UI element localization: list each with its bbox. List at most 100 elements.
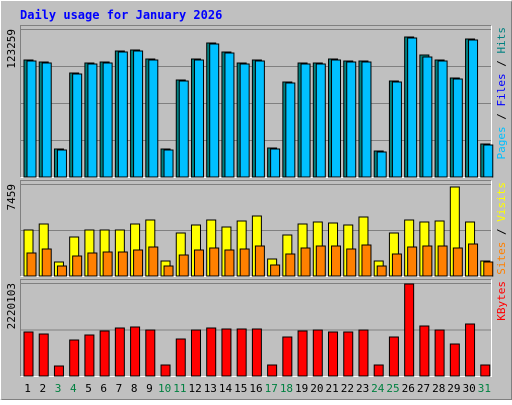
bar-kbytes-s0-day-17 bbox=[267, 364, 278, 377]
bar-visits-s1-day-5 bbox=[87, 252, 98, 277]
bar-hits-s1-day-17 bbox=[270, 148, 281, 178]
plot-border-shadow bbox=[20, 180, 492, 277]
legend-entry: Hits bbox=[495, 27, 508, 54]
bar-hits-s1-day-12 bbox=[193, 59, 204, 178]
bar-kbytes-s0-day-23 bbox=[358, 329, 369, 377]
bar-kbytes-s0-day-7 bbox=[114, 327, 125, 377]
bar-visits-s1-day-16 bbox=[254, 245, 265, 277]
x-label-day-27: 27 bbox=[417, 382, 430, 395]
bar-visits-s1-day-18 bbox=[285, 253, 296, 277]
bar-hits-s1-day-21 bbox=[331, 59, 342, 178]
bar-kbytes-s0-day-10 bbox=[160, 364, 171, 377]
x-label-day-14: 14 bbox=[219, 382, 233, 395]
bar-visits-s1-day-9 bbox=[148, 246, 159, 277]
bar-hits-s1-day-9 bbox=[148, 59, 159, 178]
bar-kbytes-s0-day-13 bbox=[206, 327, 217, 377]
bar-hits-s1-day-19 bbox=[300, 63, 311, 178]
x-label-day-16: 16 bbox=[249, 382, 262, 395]
bar-visits-s1-day-20 bbox=[315, 245, 326, 277]
panel-hits: 123259 Pages / Files / Hits bbox=[5, 25, 508, 178]
x-label-day-22: 22 bbox=[341, 382, 354, 395]
x-label-day-3: 3 bbox=[55, 382, 62, 395]
legend-entry: Pages bbox=[495, 126, 508, 159]
bar-hits-s1-day-11 bbox=[178, 80, 189, 178]
bar-kbytes-s0-day-31 bbox=[480, 364, 491, 377]
x-label-day-6: 6 bbox=[100, 382, 107, 395]
bar-hits-s1-day-26 bbox=[407, 37, 418, 178]
bar-visits-s1-day-22 bbox=[346, 248, 357, 277]
bar-hits-s1-day-7 bbox=[117, 51, 128, 178]
legend-entry: / bbox=[495, 222, 508, 242]
bar-kbytes-s0-day-3 bbox=[53, 365, 64, 377]
bar-visits-s1-day-27 bbox=[422, 245, 433, 277]
bar-hits-s1-day-29 bbox=[452, 78, 463, 178]
bar-kbytes-s0-day-6 bbox=[99, 330, 110, 377]
x-label-day-18: 18 bbox=[280, 382, 293, 395]
bar-hits-s1-day-23 bbox=[361, 61, 372, 178]
bar-hits-s1-day-16 bbox=[254, 60, 265, 178]
x-label-day-2: 2 bbox=[40, 382, 47, 395]
bar-hits-s1-day-31 bbox=[483, 144, 494, 178]
x-label-day-26: 26 bbox=[402, 382, 415, 395]
legend-entry: KBytes bbox=[495, 281, 508, 321]
x-label-day-5: 5 bbox=[85, 382, 92, 395]
x-label-day-15: 15 bbox=[234, 382, 247, 395]
x-label-day-8: 8 bbox=[131, 382, 138, 395]
legend-entry: Visits bbox=[495, 182, 508, 222]
bar-hits-s1-day-22 bbox=[346, 61, 357, 178]
bar-visits-s1-day-6 bbox=[102, 251, 113, 277]
bar-hits-s1-day-8 bbox=[133, 50, 144, 178]
bar-kbytes-s0-day-29 bbox=[449, 343, 460, 377]
bar-hits-s1-day-28 bbox=[437, 60, 448, 178]
bar-kbytes-s0-day-14 bbox=[221, 328, 232, 377]
x-label-day-1: 1 bbox=[24, 382, 31, 395]
x-label-day-19: 19 bbox=[295, 382, 308, 395]
bar-hits-s1-day-30 bbox=[468, 39, 479, 178]
x-label-day-4: 4 bbox=[70, 382, 77, 395]
bar-visits-s1-day-14 bbox=[224, 249, 235, 277]
bar-visits-s1-day-25 bbox=[391, 253, 402, 277]
plot-border-shadow bbox=[20, 25, 492, 178]
bar-visits-s1-day-1 bbox=[26, 252, 37, 277]
bar-hits-s1-day-24 bbox=[376, 151, 387, 178]
x-label-day-24: 24 bbox=[371, 382, 385, 395]
legend-entry: / bbox=[495, 107, 508, 127]
legend-hits: Pages / Files / Hits bbox=[495, 27, 508, 160]
x-label-day-11: 11 bbox=[173, 382, 186, 395]
x-label-day-30: 30 bbox=[463, 382, 476, 395]
x-label-day-9: 9 bbox=[146, 382, 153, 395]
panel-kbytes: 2220103 KBytes bbox=[5, 279, 508, 377]
bar-visits-s1-day-8 bbox=[133, 249, 144, 277]
bar-kbytes-s0-day-19 bbox=[297, 330, 308, 377]
bar-kbytes-s0-day-8 bbox=[130, 326, 141, 377]
bar-visits-s1-day-30 bbox=[468, 243, 479, 277]
bar-kbytes-s0-day-2 bbox=[38, 333, 49, 377]
chart-panels: 123259 Pages / Files / Hits 7459 Sites / Vi… bbox=[5, 25, 508, 377]
bar-visits-s1-day-15 bbox=[239, 248, 250, 277]
bar-kbytes-s0-day-22 bbox=[343, 331, 354, 377]
panel-visits: 7459 Sites / Visits bbox=[5, 180, 508, 277]
bar-kbytes-s0-day-18 bbox=[282, 336, 293, 377]
x-label-day-20: 20 bbox=[310, 382, 323, 395]
bar-hits-s1-day-20 bbox=[315, 63, 326, 178]
bar-hits-s1-day-13 bbox=[209, 43, 220, 178]
bar-visits-s1-day-24 bbox=[376, 265, 387, 277]
bar-hits-s1-day-14 bbox=[224, 52, 235, 178]
bar-visits-s1-day-7 bbox=[117, 251, 128, 277]
bar-hits-s1-day-3 bbox=[56, 149, 67, 178]
bar-visits-s1-day-4 bbox=[72, 255, 83, 277]
x-axis-labels: 1 2 3 4 5 6 7 8 9 10 11 12 13 14 15 16 17 18 19 20 21 22 23 24 2… bbox=[24, 382, 491, 395]
bar-visits-s1-day-31 bbox=[483, 261, 494, 277]
bar-kbytes-s0-day-11 bbox=[175, 338, 186, 377]
bar-kbytes-s0-day-30 bbox=[465, 323, 476, 377]
bar-hits-s1-day-1 bbox=[26, 60, 37, 178]
bar-visits-s1-day-23 bbox=[361, 244, 372, 277]
bar-visits-s1-day-13 bbox=[209, 247, 220, 277]
bar-visits-s1-day-3 bbox=[56, 265, 67, 277]
bar-visits-s1-day-28 bbox=[437, 245, 448, 277]
bar-hits-s1-day-27 bbox=[422, 56, 433, 178]
bar-kbytes-s0-day-12 bbox=[190, 329, 201, 377]
x-label-day-21: 21 bbox=[326, 382, 339, 395]
bar-hits-s1-day-15 bbox=[239, 63, 250, 178]
